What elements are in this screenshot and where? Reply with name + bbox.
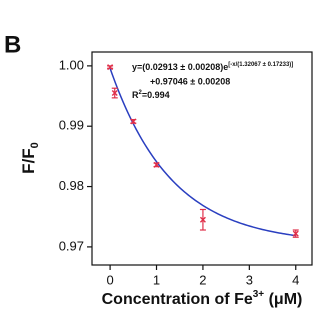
x-axis-label: Concentration of Fe3+ (μM) xyxy=(102,289,303,309)
point xyxy=(130,118,137,125)
x-label-sup: 3+ xyxy=(253,289,265,300)
point xyxy=(153,161,160,168)
y-tick-label: 1.00 xyxy=(59,57,84,72)
annotation-line3: R2=0.994 xyxy=(132,90,170,101)
x-label-main: Concentration of Fe xyxy=(102,291,253,308)
x-tick-label: 4 xyxy=(292,272,299,287)
annotation-r-sup: 2 xyxy=(139,90,143,96)
point xyxy=(199,216,206,223)
x-tick-label: 0 xyxy=(106,272,113,287)
x-tick-label: 1 xyxy=(153,272,160,287)
y-tick-label: 0.97 xyxy=(59,238,84,253)
annotation-eq: y=(0.02913 ± 0.00208)e xyxy=(132,62,228,72)
annotation-exp: [-x/(1.32067 ± 0.17233)] xyxy=(228,62,293,68)
point xyxy=(111,90,118,97)
y-label-sub: 0 xyxy=(29,142,41,148)
y-tick-label: 0.99 xyxy=(59,118,84,133)
annotation-r-value: =0.994 xyxy=(142,90,170,100)
annotation-line1: y=(0.02913 ± 0.00208)e[-x/(1.32067 ± 0.1… xyxy=(132,62,293,73)
y-label-main: F/F xyxy=(19,148,38,174)
y-tick-label: 0.98 xyxy=(59,178,84,193)
x-tick-label: 2 xyxy=(199,272,206,287)
fit-curve xyxy=(109,68,296,237)
y-axis-label: F/F0 xyxy=(19,142,40,174)
point xyxy=(107,64,114,71)
point xyxy=(292,230,299,237)
x-tick-label: 3 xyxy=(246,272,253,287)
x-label-unit: (μM) xyxy=(264,291,302,308)
panel-label: B xyxy=(4,31,21,58)
plot-frame xyxy=(91,51,313,266)
annotation-line2: +0.97046 ± 0.00208 xyxy=(150,76,230,86)
annotation-r: R xyxy=(132,90,139,100)
